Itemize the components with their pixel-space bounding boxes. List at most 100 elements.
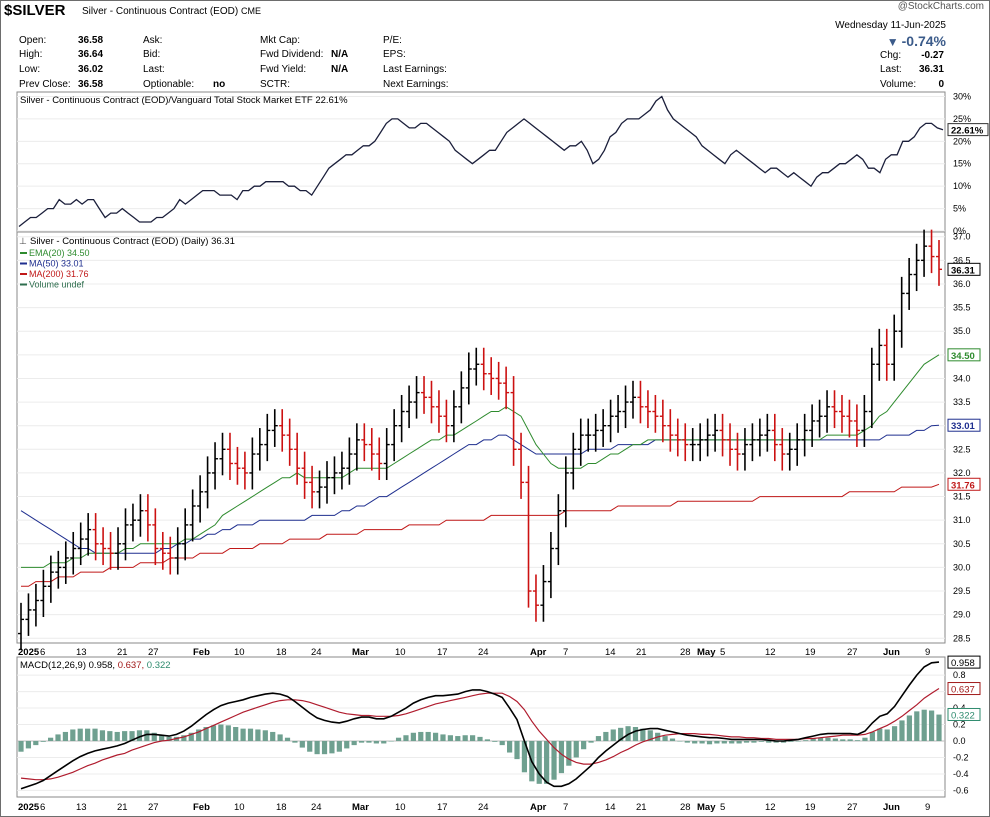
ohlc-bar (77, 522, 84, 566)
macd-histogram-bar (410, 732, 416, 741)
macd-histogram-bar (862, 737, 868, 741)
ohlc-bar (346, 437, 353, 485)
x-tick-label: 24 (478, 647, 489, 658)
x-tick-label: 28 (680, 647, 691, 658)
y-tick-label: 20% (953, 136, 971, 146)
ohlc-bar (779, 428, 786, 471)
y-tick-label: 32.0 (953, 468, 971, 478)
last-earnings-label: Last Earnings: (383, 64, 447, 75)
price-value-label: 36.31 (951, 265, 975, 276)
macd-histogram-bar (877, 728, 883, 741)
macd-histogram-bar (751, 741, 757, 743)
macd-histogram-bar (314, 741, 320, 755)
ohlc-bar (85, 513, 92, 556)
y-tick-label: 34.0 (953, 373, 971, 383)
y-tick-label: 15% (953, 159, 971, 169)
macd-histogram-bar (358, 741, 365, 743)
macd-histogram-bar (144, 730, 150, 741)
ohlc-bar (682, 423, 689, 462)
macd-histogram-bar (647, 730, 653, 741)
macd-histogram-bar (40, 741, 46, 742)
ask-label: Ask: (143, 35, 163, 46)
y-tick-label: 31.0 (953, 515, 971, 525)
ohlc-bar (32, 583, 39, 627)
macd-histogram-bar (99, 730, 106, 741)
ohlc-bar (816, 399, 823, 438)
x-tick-label: 10 (395, 802, 406, 813)
bid-label: Bid: (143, 49, 161, 60)
x-tick-label: 27 (148, 647, 159, 658)
y-tick-label: 10% (953, 181, 971, 191)
macd-histogram-bar (284, 737, 291, 741)
ohlc-bar (883, 328, 890, 381)
macd-histogram-bar (669, 738, 676, 741)
quote-date: Wednesday 11-Jun-2025 (835, 20, 946, 31)
prev-close-value: 36.58 (78, 79, 104, 90)
macd-histogram-bar (832, 738, 838, 741)
ohlc-bar (630, 380, 636, 419)
ohlc-bar (219, 432, 226, 476)
ohlc-bar (189, 489, 196, 542)
macd-histogram-bar (825, 737, 831, 741)
ohlc-bar (600, 409, 607, 447)
macd-histogram-bar (129, 731, 135, 741)
ohlc-bar (353, 423, 360, 471)
macd-histogram-bar (225, 725, 231, 741)
y-tick-label: 29.5 (953, 586, 971, 596)
fwd-yield-value: N/A (331, 64, 349, 75)
x-tick-label: 19 (805, 802, 816, 813)
ohlc-bar (741, 428, 748, 471)
macd-histogram-bar (906, 715, 912, 741)
y-tick-label: 29.0 (953, 610, 971, 620)
y-tick-label: 28.5 (953, 633, 971, 643)
macd-histogram-bar (521, 741, 528, 773)
legend-label: Volume undef (29, 280, 85, 290)
price-value-label: 33.01 (951, 421, 975, 432)
ohlc-bar (47, 555, 54, 603)
x-tick-label: May (697, 802, 716, 813)
x-tick-label: 28 (680, 802, 691, 813)
macd-histogram-bar (366, 741, 372, 743)
macd-histogram-bar (425, 731, 431, 741)
macd-histogram-bar (788, 741, 794, 742)
chg-label: Chg: (880, 50, 902, 61)
ohlc-bar (809, 404, 816, 447)
ohlc-bar (906, 257, 913, 310)
y-tick-label: 35.0 (953, 326, 971, 336)
y-tick-label: 0.2 (953, 720, 966, 730)
high-value: 36.64 (78, 49, 104, 60)
macd-value-label: 0.958 (951, 658, 975, 669)
ohlc-bar (794, 423, 801, 466)
ohlc-bar (532, 574, 539, 622)
fwd-dividend-value: N/A (331, 49, 349, 60)
macd-histogram-bar (388, 741, 394, 742)
x-tick-label: 13 (76, 647, 87, 658)
ohlc-bar (853, 404, 860, 447)
ohlc-bar (615, 394, 622, 433)
y-tick-label: 37.0 (953, 232, 971, 242)
macd-histogram-bar (166, 736, 172, 741)
macd-histogram-bar (603, 731, 609, 741)
ohlc-bar (316, 470, 323, 509)
x-tick-label: 18 (276, 647, 287, 658)
macd-histogram-bar (743, 741, 750, 743)
y-tick-label: 30.0 (953, 562, 971, 572)
macd-histogram-bar (210, 725, 217, 741)
ma200-line (21, 483, 940, 587)
ohlc-bar (182, 508, 189, 561)
ohlc-bar (898, 276, 905, 348)
ohlc-bar (771, 413, 778, 462)
panel-frame (16, 656, 946, 798)
x-tick-label: 6 (40, 802, 45, 813)
y-tick-label: 32.5 (953, 444, 971, 454)
ohlc-bar (473, 347, 480, 386)
ohlc-bar (756, 418, 763, 457)
macd-histogram-bar (795, 741, 801, 742)
x-tick-label: 21 (636, 802, 647, 813)
ema20-line (21, 354, 940, 568)
rs-last-label: 22.61% (951, 126, 984, 137)
ohlc-bar (480, 347, 487, 391)
macd-histogram-bar (928, 710, 935, 741)
ohlc-bar (361, 423, 368, 462)
ohlc-bar (338, 451, 345, 490)
